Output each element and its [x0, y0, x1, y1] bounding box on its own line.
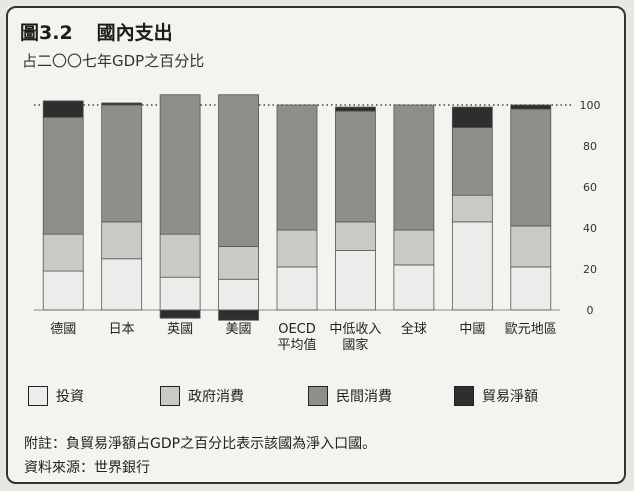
bar-segment	[159, 276, 201, 311]
bar-segment	[451, 106, 493, 128]
y-tick-label: 40	[583, 222, 597, 235]
bar-segment	[510, 108, 552, 227]
bar-segment	[393, 229, 435, 266]
category-label: 中低收入	[329, 322, 381, 337]
legend-item-investment: 投資	[28, 386, 84, 406]
source-note: 資料來源：世界銀行	[24, 460, 150, 476]
figure-frame: 圖3.2 國內支出 占二〇〇七年GDP之百分比 德國 日本 英國 美國 OECD 平均值中…	[6, 6, 626, 484]
legend-label-government: 政府消費	[188, 389, 244, 405]
bar-segment	[393, 104, 435, 231]
legend-item-private: 民間消費	[308, 386, 392, 406]
bar-segment	[335, 221, 376, 251]
bar-segment	[393, 264, 435, 311]
y-tick-label: 0	[587, 304, 594, 317]
legend-label-net-trade: 貿易淨額	[482, 389, 538, 405]
bar-segment	[276, 104, 318, 231]
bar-segment	[218, 246, 259, 280]
bar-segment	[218, 309, 259, 321]
legend-label-investment: 投資	[56, 389, 84, 405]
bar-segment	[451, 194, 493, 223]
bar-segment	[42, 270, 84, 311]
bar-segment	[276, 266, 318, 311]
bar-segment	[42, 116, 84, 235]
legend-swatch-net-trade	[454, 386, 474, 406]
category-label: 美國	[226, 322, 252, 337]
footnote: 附註：負貿易淨額占GDP之百分比表示該國為淨入口國。	[24, 436, 377, 452]
bar-segment	[101, 258, 143, 311]
bar-segment	[510, 104, 552, 110]
category-label: 歐元地區	[505, 322, 557, 337]
legend-swatch-government	[160, 386, 180, 406]
legend-swatch-private	[308, 386, 328, 406]
figure-title: 國內支出	[96, 22, 173, 44]
bar-segment	[276, 229, 318, 268]
bar-segment	[335, 106, 376, 112]
legend-item-net-trade: 貿易淨額	[454, 386, 538, 406]
bar-segment	[335, 250, 376, 311]
y-tick-label: 20	[583, 263, 597, 276]
y-tick-label: 100	[580, 99, 601, 112]
category-label: 平均值	[277, 337, 316, 353]
bar-segment	[451, 127, 493, 196]
figure-subtitle: 占二〇〇七年GDP之百分比	[22, 52, 205, 70]
category-label: 德國	[50, 322, 76, 337]
figure-number: 圖3.2	[20, 22, 73, 44]
bar-segment	[510, 266, 552, 311]
category-label: 中國	[459, 322, 485, 337]
category-label: 日本	[109, 322, 135, 337]
category-label: 全球	[401, 321, 427, 337]
bar-segment	[335, 110, 376, 223]
bar-segment	[159, 309, 201, 319]
category-label: 英國	[167, 322, 193, 337]
bar-segment	[159, 233, 201, 278]
bar-segment	[42, 100, 84, 118]
bar-segment	[218, 94, 259, 247]
legend-label-private: 民間消費	[336, 389, 392, 405]
bar-segment	[159, 94, 201, 235]
legend-swatch-investment	[28, 386, 48, 406]
y-tick-label: 80	[583, 140, 597, 153]
category-label: 國家	[342, 337, 368, 353]
legend: 投資 政府消費 民間消費 貿易淨額	[28, 386, 624, 416]
category-label: OECD	[278, 322, 316, 337]
bar-segment	[218, 278, 259, 311]
bar-segment	[42, 233, 84, 272]
y-tick-label: 60	[583, 181, 597, 194]
bar-segment	[451, 221, 493, 311]
title-row: 圖3.2 國內支出	[20, 18, 173, 45]
bar-segment	[510, 225, 552, 268]
bar-segment	[101, 104, 143, 223]
bar-segment	[101, 102, 143, 106]
legend-item-government: 政府消費	[160, 386, 244, 406]
bar-segment	[101, 221, 143, 260]
